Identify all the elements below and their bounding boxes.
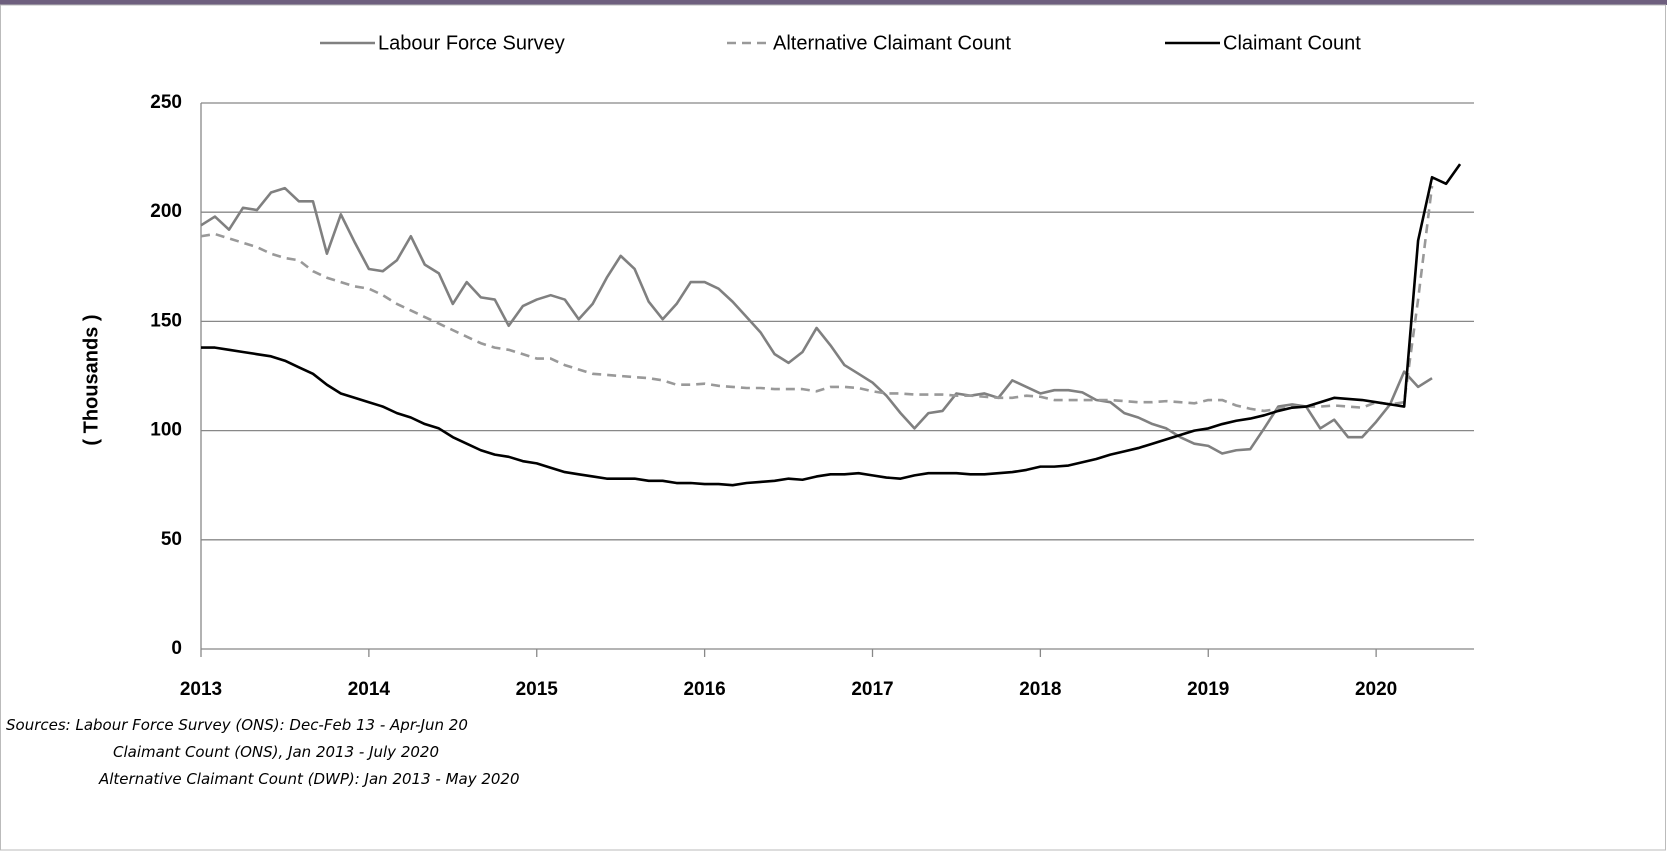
x-tick-label: 2013 [180,679,222,700]
y-axis-title: ( Thousands ) [80,314,102,445]
note: Claimant Count (ONS), Jan 2013 - July 20… [113,743,439,761]
x-tick-label: 2015 [516,679,559,700]
y-tick-label: 200 [150,201,182,222]
x-tick-label: 2014 [348,679,391,700]
x-tick-label: 2017 [851,679,893,700]
note: Sources: Labour Force Survey (ONS): Dec-… [6,716,468,734]
source-notes: Sources: Labour Force Survey (ONS): Dec-… [6,712,520,793]
y-tick-label: 150 [150,310,182,331]
series-line [200,185,1434,413]
x-tick-label: 2020 [1355,679,1397,700]
x-tick-label: 2016 [683,679,725,700]
legend-label: Labour Force Survey [378,32,565,54]
x-tick-label: 2018 [1019,679,1061,700]
legend-label: Claimant Count [1223,32,1361,54]
y-tick-label: 100 [150,420,182,441]
frame [0,4,1666,851]
note: Alternative Claimant Count (DWP): Jan 20… [99,770,520,788]
series-line [200,186,1433,455]
y-tick-label: 0 [171,638,182,659]
top-bar [0,0,1667,5]
legend-label: Alternative Claimant Count [773,32,1011,54]
y-tick-label: 50 [161,529,182,550]
y-tick-label: 250 [150,92,182,113]
x-tick-label: 2019 [1187,679,1229,700]
series-line [201,163,1462,487]
